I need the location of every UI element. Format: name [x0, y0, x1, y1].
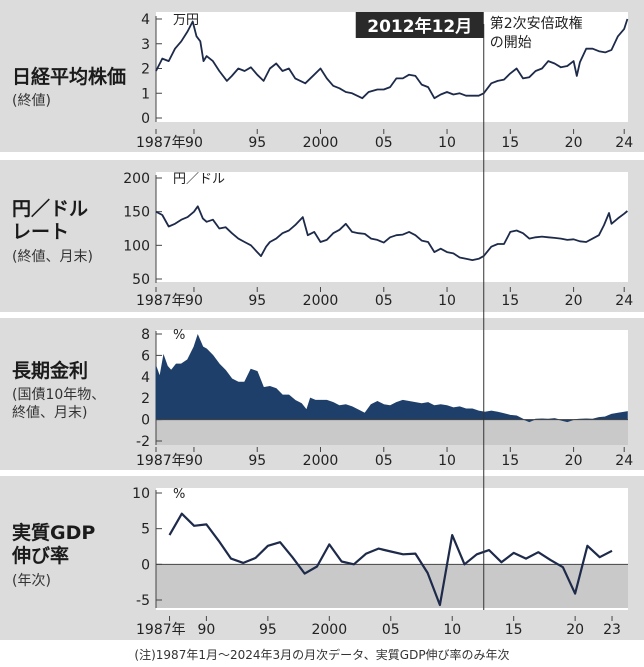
panel-subtitle-jgb: (国債10年物、 終値、月末)	[12, 387, 106, 421]
panel-usdjpy: 円／ドル レート (終値、月末)	[0, 160, 644, 312]
x-tick-label-jgb: 05	[375, 453, 393, 469]
x-tick-label-jgb: 2000	[303, 453, 339, 469]
panel-subtitle-gdp: (年次)	[12, 573, 51, 589]
y-tick-label-nikkei: 4	[141, 12, 150, 28]
x-tick-label-jgb: 1987年	[136, 453, 186, 469]
x-tick-label-jgb: 24	[615, 453, 633, 469]
negative-region-gdp	[156, 564, 628, 608]
x-tick-label-nikkei: 10	[438, 135, 456, 151]
panel-subtitle-nikkei: (終値)	[12, 93, 51, 109]
x-tick-label-nikkei: 95	[248, 135, 266, 151]
y-tick-label-nikkei: 0	[141, 111, 150, 127]
x-tick-label-gdp: 20	[566, 622, 584, 638]
y-tick-label-jgb: 8	[141, 327, 150, 343]
footnote: (注)1987年1月〜2024年3月の月次データ、実質GDP伸び率のみ年次	[134, 648, 510, 662]
x-tick-label-gdp: 10	[443, 622, 461, 638]
annotation-date-box	[355, 12, 484, 38]
x-tick-label-usdjpy: 1987年	[136, 293, 186, 309]
plot-area-usdjpy	[156, 172, 628, 282]
unit-label-gdp: %	[173, 487, 185, 502]
x-tick-label-gdp: 95	[259, 622, 277, 638]
x-tick-label-nikkei: 15	[501, 135, 519, 151]
y-tick-label-usdjpy: 150	[123, 205, 150, 221]
y-tick-label-jgb: 4	[141, 370, 150, 386]
x-tick-label-nikkei: 20	[565, 135, 583, 151]
x-tick-label-jgb: 10	[438, 453, 456, 469]
y-tick-label-jgb: 6	[141, 348, 150, 364]
panel-title-nikkei: 日経平均株価	[12, 66, 127, 88]
y-tick-label-gdp: 5	[141, 522, 150, 538]
x-tick-label-jgb: 90	[185, 453, 203, 469]
x-tick-label-gdp: 2000	[311, 622, 347, 638]
x-tick-label-gdp: 1987年	[136, 622, 186, 638]
data-line-gdp	[168, 512, 613, 607]
x-tick-label-usdjpy: 20	[565, 293, 583, 309]
data-area-jgb	[155, 333, 628, 423]
y-tick-label-gdp: 10	[132, 486, 150, 502]
x-tick-label-usdjpy: 15	[501, 293, 519, 309]
unit-label-jgb: %	[173, 328, 185, 343]
x-tick-label-usdjpy: 2000	[303, 293, 339, 309]
y-tick-label-nikkei: 2	[141, 62, 150, 78]
data-line-nikkei	[155, 18, 629, 100]
y-tick-label-jgb: -2	[136, 434, 150, 450]
panel-title-jgb: 長期金利	[12, 360, 89, 382]
y-tick-label-nikkei: 3	[141, 37, 150, 53]
y-tick-label-jgb: 2	[141, 391, 150, 407]
y-tick-label-gdp: -5	[136, 593, 150, 609]
panel-title-usdjpy: 円／ドル レート	[12, 198, 89, 243]
y-tick-label-usdjpy: 100	[123, 238, 150, 254]
x-tick-label-nikkei: 90	[185, 135, 203, 151]
unit-label-nikkei: 万円	[173, 13, 199, 28]
x-tick-label-gdp: 90	[197, 622, 215, 638]
x-tick-label-usdjpy: 90	[185, 293, 203, 309]
x-tick-label-jgb: 20	[565, 453, 583, 469]
annotation-date-label: 2012年12月	[367, 16, 472, 37]
x-tick-label-usdjpy: 95	[248, 293, 266, 309]
y-tick-label-usdjpy: 50	[132, 272, 150, 288]
x-tick-label-jgb: 15	[501, 453, 519, 469]
x-tick-label-jgb: 95	[248, 453, 266, 469]
x-tick-label-gdp: 05	[382, 622, 400, 638]
panel-title-gdp: 実質GDP 伸び率	[12, 522, 96, 567]
x-tick-label-gdp: 15	[505, 622, 523, 638]
x-tick-label-usdjpy: 05	[375, 293, 393, 309]
y-tick-label-usdjpy: 200	[123, 171, 150, 187]
y-tick-label-nikkei: 1	[141, 86, 150, 102]
annotation-event-label: 第2次安倍政権	[490, 15, 583, 32]
x-tick-label-nikkei: 2000	[303, 135, 339, 151]
x-tick-label-usdjpy: 10	[438, 293, 456, 309]
y-tick-label-gdp: 0	[141, 557, 150, 573]
annotation-event-label: の開始	[490, 35, 532, 51]
x-tick-label-gdp: 23	[603, 622, 621, 638]
negative-region-jgb	[156, 419, 628, 445]
data-line-usdjpy	[155, 205, 628, 262]
x-tick-label-nikkei: 24	[615, 135, 633, 151]
x-tick-label-nikkei: 05	[375, 135, 393, 151]
x-tick-label-usdjpy: 24	[615, 293, 633, 309]
y-tick-label-jgb: 0	[141, 413, 150, 429]
panel-subtitle-usdjpy: (終値、月末)	[12, 249, 93, 265]
unit-label-usdjpy: 円／ドル	[173, 172, 225, 187]
x-tick-label-nikkei: 1987年	[136, 135, 186, 151]
